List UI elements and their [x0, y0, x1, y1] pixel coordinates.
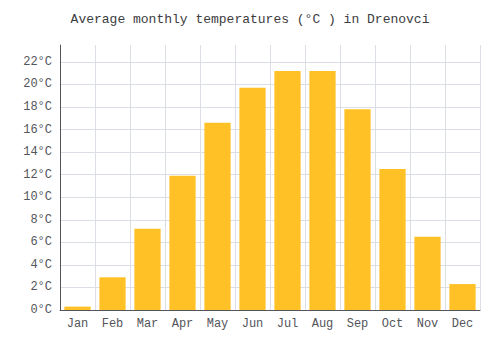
svg-text:18°C: 18°C: [23, 100, 52, 114]
svg-text:12°C: 12°C: [23, 168, 52, 182]
svg-text:Nov: Nov: [417, 317, 439, 331]
svg-text:Dec: Dec: [452, 317, 474, 331]
svg-text:Oct: Oct: [382, 317, 404, 331]
svg-text:10°C: 10°C: [23, 190, 52, 204]
svg-text:4°C: 4°C: [30, 258, 52, 272]
svg-text:Jan: Jan: [67, 317, 89, 331]
svg-text:0°C: 0°C: [30, 303, 52, 317]
svg-text:Feb: Feb: [102, 317, 124, 331]
svg-text:Jul: Jul: [277, 317, 299, 331]
svg-text:Apr: Apr: [172, 317, 194, 331]
svg-text:22°C: 22°C: [23, 55, 52, 69]
svg-text:6°C: 6°C: [30, 235, 52, 249]
svg-text:8°C: 8°C: [30, 213, 52, 227]
svg-text:Average monthly temperatures (: Average monthly temperatures (°C ) in Dr…: [71, 12, 430, 27]
svg-text:20°C: 20°C: [23, 77, 52, 91]
svg-text:Sep: Sep: [347, 317, 369, 331]
svg-text:Aug: Aug: [312, 317, 334, 331]
svg-text:Mar: Mar: [137, 317, 159, 331]
svg-text:16°C: 16°C: [23, 123, 52, 137]
svg-text:Jun: Jun: [242, 317, 264, 331]
svg-text:May: May: [207, 317, 229, 331]
svg-text:2°C: 2°C: [30, 280, 52, 294]
svg-text:14°C: 14°C: [23, 145, 52, 159]
